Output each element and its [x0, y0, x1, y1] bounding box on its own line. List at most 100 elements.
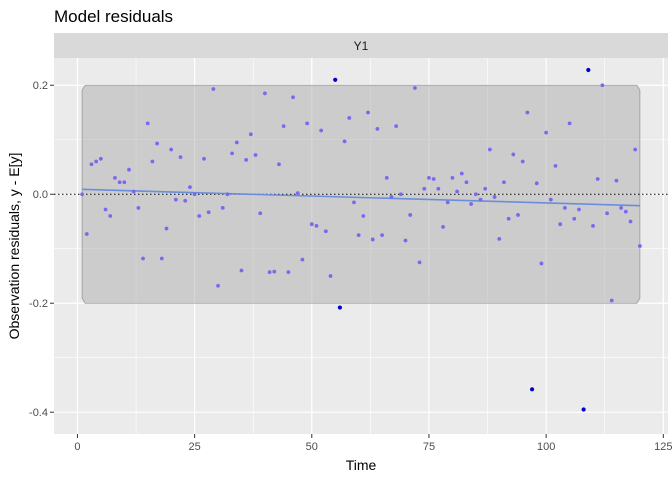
y-axis: 0.2 0.0 -0.2 -0.4 — [29, 80, 54, 419]
residual-point — [544, 130, 549, 135]
residual-point — [323, 229, 328, 234]
residual-point — [80, 192, 85, 197]
y-axis-title: Observation residuals, y - E[y] — [6, 153, 22, 340]
residual-point — [553, 163, 558, 168]
y-tick-label: -0.4 — [29, 407, 48, 419]
residual-point — [127, 167, 131, 172]
residual-point — [136, 205, 141, 210]
residual-point — [356, 233, 361, 238]
residual-point — [145, 121, 150, 126]
residual-point — [548, 197, 553, 202]
residual-point — [272, 269, 277, 274]
residual-point — [459, 171, 464, 176]
residual-point — [108, 214, 113, 218]
residual-point — [609, 298, 614, 303]
residual-point — [291, 95, 295, 100]
residual-point — [300, 257, 305, 262]
residual-point — [309, 222, 314, 227]
residual-point — [403, 238, 408, 243]
residual-point — [633, 147, 638, 152]
residual-point — [441, 225, 445, 229]
residual-point — [558, 222, 563, 227]
residual-point — [511, 152, 516, 157]
trend-line — [82, 188, 640, 207]
residual-point — [220, 205, 225, 210]
residual-point — [94, 159, 99, 164]
residual-point — [244, 158, 249, 162]
residual-point — [487, 147, 492, 152]
residual-point — [562, 205, 567, 210]
residual-point — [216, 283, 220, 288]
y-tick-label: -0.2 — [29, 298, 48, 310]
residual-point — [469, 202, 474, 206]
residual-point — [188, 185, 192, 190]
residual-point — [605, 211, 609, 216]
residual-point — [619, 205, 624, 210]
residual-point — [277, 162, 281, 167]
residual-point — [370, 237, 375, 242]
residual-point — [577, 207, 581, 212]
residual-point — [567, 121, 572, 126]
residual-point — [394, 124, 399, 129]
residual-point — [164, 226, 169, 231]
x-axis-title: Time — [346, 457, 377, 473]
residual-point — [614, 178, 619, 183]
residual-point — [380, 233, 384, 238]
y-tick-label: 0.0 — [33, 189, 48, 201]
residual-point — [131, 189, 136, 194]
residual-point — [539, 261, 544, 266]
residual-point — [211, 87, 216, 91]
residual-point — [192, 192, 197, 197]
residual-point — [628, 219, 633, 224]
residual-point — [478, 197, 483, 202]
residual-point — [600, 83, 605, 88]
residual-point-outlier — [586, 67, 591, 73]
residual-point — [197, 214, 202, 218]
residual-point — [141, 256, 145, 261]
x-tick-label: 50 — [306, 441, 318, 453]
residual-point — [384, 175, 389, 180]
residual-point — [248, 132, 253, 137]
residual-point — [234, 140, 239, 145]
residual-point — [637, 244, 642, 248]
residual-point — [431, 177, 436, 181]
residual-point — [591, 223, 595, 228]
residual-point — [267, 270, 272, 275]
residual-point — [398, 192, 403, 197]
residual-point — [258, 211, 263, 216]
y-tick-label: 0.2 — [33, 80, 48, 92]
residual-point — [427, 175, 431, 180]
residual-point-outlier — [581, 407, 586, 412]
x-axis: 0 25 50 75 100 125 — [74, 434, 672, 453]
residual-point — [239, 268, 244, 273]
residual-point — [534, 181, 539, 186]
residual-point — [445, 200, 450, 205]
residual-point — [98, 156, 103, 161]
residual-point — [183, 198, 188, 203]
residual-point — [413, 86, 417, 90]
residual-point — [342, 139, 347, 144]
residual-point — [117, 180, 122, 185]
residual-point — [506, 216, 511, 221]
facet-strip-label: Y1 — [354, 39, 369, 53]
residual-point — [173, 197, 178, 202]
facet-strip — [54, 33, 668, 58]
residual-point — [520, 159, 525, 164]
residual-point — [263, 91, 267, 96]
x-tick-label: 75 — [423, 441, 435, 453]
residual-point — [361, 214, 366, 218]
residual-point — [352, 200, 356, 205]
residual-point — [408, 213, 413, 217]
residual-point — [572, 216, 577, 221]
residual-point — [516, 213, 520, 217]
residual-point — [328, 274, 333, 278]
residual-point — [422, 186, 427, 191]
residual-point — [281, 124, 286, 129]
residual-point — [464, 180, 469, 185]
x-tick-label: 125 — [654, 441, 672, 453]
residual-point — [366, 110, 370, 115]
residual-point — [497, 237, 502, 241]
residual-point — [230, 151, 235, 156]
plot-panel — [54, 58, 668, 434]
residual-point — [389, 195, 394, 199]
